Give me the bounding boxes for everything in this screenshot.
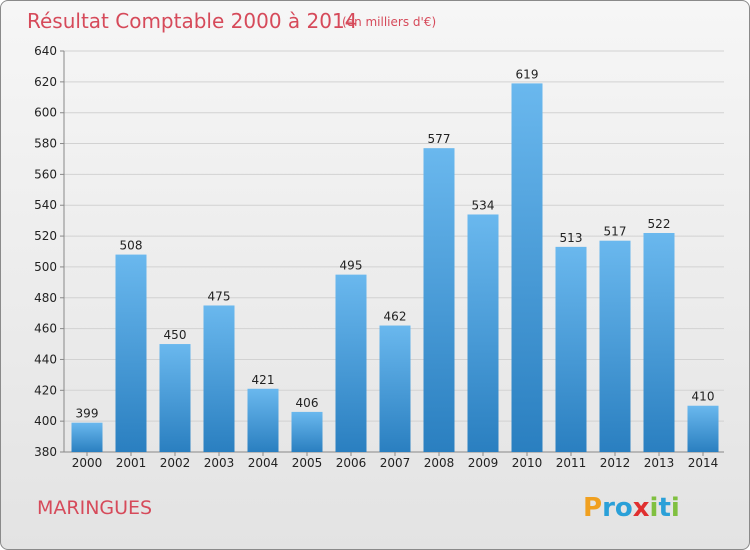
chart-title: Résultat Comptable 2000 à 2014	[27, 9, 357, 33]
y-tick-label: 400	[34, 414, 57, 428]
y-tick-label: 440	[34, 352, 57, 366]
bar-2007	[379, 325, 411, 452]
bar-2010	[511, 83, 543, 452]
x-tick-label-2000: 2000	[72, 456, 103, 470]
x-tick-label-2004: 2004	[248, 456, 279, 470]
logo-text: Proxiti	[583, 493, 680, 523]
x-tick-label-2002: 2002	[160, 456, 191, 470]
bar-2005	[291, 411, 323, 452]
x-tick-label-2009: 2009	[468, 456, 499, 470]
y-tick-label: 600	[34, 106, 57, 120]
x-tick-label-2010: 2010	[512, 456, 543, 470]
data-labels: 399 508 450 475 421 406 495 462 577 534 619 513 517 5…	[76, 67, 715, 420]
x-tick-label-2011: 2011	[556, 456, 587, 470]
data-label-2003: 475	[208, 289, 231, 303]
data-label-2010: 619	[516, 67, 539, 81]
y-tick-label: 620	[34, 75, 57, 89]
data-label-2007: 462	[384, 310, 407, 324]
bars	[71, 83, 719, 452]
x-tick-label-2012: 2012	[600, 456, 631, 470]
bar-2003	[203, 305, 235, 452]
bar-2012	[599, 240, 631, 452]
data-label-2004: 421	[252, 373, 275, 387]
data-label-2002: 450	[164, 328, 187, 342]
x-tick-label-2008: 2008	[424, 456, 455, 470]
bar-2001	[115, 254, 147, 452]
x-tick-label-2005: 2005	[292, 456, 323, 470]
proxiti-logo: Proxiti	[583, 493, 680, 523]
x-tick-label-2014: 2014	[688, 456, 719, 470]
data-label-2014: 410	[692, 390, 715, 404]
data-label-2012: 517	[604, 225, 627, 239]
data-label-2011: 513	[560, 231, 583, 245]
data-label-2000: 399	[76, 407, 99, 421]
bar-2009	[467, 214, 499, 452]
y-tick-label: 480	[34, 291, 57, 305]
y-tick-label: 520	[34, 229, 57, 243]
data-label-2001: 508	[120, 239, 143, 253]
bar-2014	[687, 405, 719, 452]
data-label-2009: 534	[472, 198, 495, 212]
data-label-2006: 495	[340, 259, 363, 273]
y-tick-label: 560	[34, 167, 57, 181]
data-label-2008: 577	[428, 132, 451, 146]
commune-name: MARINGUES	[37, 497, 152, 519]
data-label-2013: 522	[648, 217, 671, 231]
y-tick-label: 540	[34, 198, 57, 212]
bar-2000	[71, 422, 103, 452]
x-tick-labels: 2000 2001 2002 2003 2004 2005 2006 2007 2008 2009…	[72, 452, 719, 470]
y-tick-label: 500	[34, 260, 57, 274]
x-tick-label-2006: 2006	[336, 456, 367, 470]
bar-2013	[643, 232, 675, 452]
chart-unit: (en milliers d'€)	[342, 15, 436, 29]
y-tick-label: 380	[34, 445, 57, 459]
bar-2004	[247, 388, 279, 452]
bar-2008	[423, 148, 455, 452]
y-tick-label: 460	[34, 322, 57, 336]
bar-2011	[555, 246, 587, 452]
y-tick-label: 420	[34, 383, 57, 397]
bar-2002	[159, 344, 191, 452]
x-tick-label-2001: 2001	[116, 456, 147, 470]
y-tick-labels: 380 400 420 440 460 480 500 520 540 560 580 600 620 6…	[34, 44, 57, 459]
x-tick-label-2007: 2007	[380, 456, 411, 470]
bar-2006	[335, 274, 367, 452]
x-tick-label-2013: 2013	[644, 456, 675, 470]
y-tick-label: 580	[34, 137, 57, 151]
data-label-2005: 406	[296, 396, 319, 410]
x-tick-label-2003: 2003	[204, 456, 235, 470]
y-tick-label: 640	[34, 44, 57, 58]
